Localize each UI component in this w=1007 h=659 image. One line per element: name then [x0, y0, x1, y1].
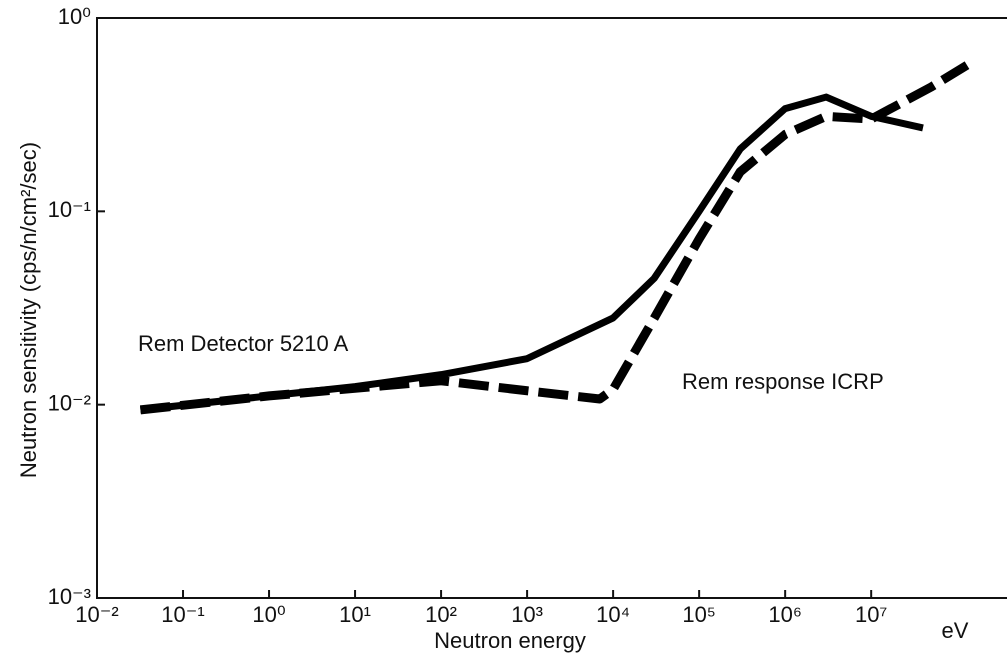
x-tick-label: 10² — [425, 602, 457, 627]
y-tick-label: 10⁻² — [48, 390, 91, 415]
x-tick-label: 10¹ — [339, 602, 371, 627]
x-tick-label: 10⁻² — [75, 602, 118, 627]
y-tick-label: 10⁰ — [58, 4, 91, 29]
x-tick-label: 10⁵ — [682, 602, 716, 627]
x-tick-label: 10⁶ — [768, 602, 802, 627]
x-tick-label: 10⁰ — [252, 602, 285, 627]
x-tick-label: 10³ — [511, 602, 543, 627]
y-tick-label: 10⁻³ — [48, 584, 91, 609]
y-axis-label: Neutron sensitivity (cps/n/cm²/sec) — [16, 142, 41, 478]
plot-frame — [96, 17, 1007, 599]
x-tick-label: 10⁷ — [855, 602, 887, 627]
series-line — [140, 93, 924, 414]
x-tick-label: 10⁴ — [596, 602, 630, 627]
series-label: Rem Detector 5210 A — [138, 331, 349, 356]
x-unit: eV — [942, 618, 969, 643]
y-tick-label: 10⁻¹ — [48, 197, 91, 222]
x-tick-label: 10⁻¹ — [161, 602, 204, 627]
series-line — [139, 61, 970, 415]
series-label: Rem response ICRP — [682, 369, 884, 394]
x-axis-label: Neutron energy — [434, 628, 586, 653]
